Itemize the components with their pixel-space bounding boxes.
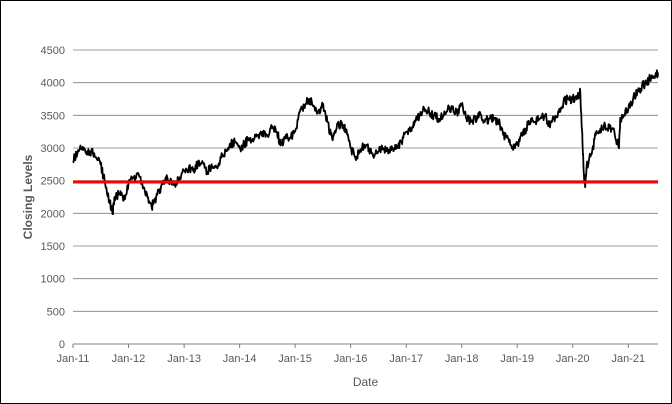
y-tick-label: 2500 [41, 176, 65, 188]
series-group [72, 69, 659, 215]
y-tick-label: 1000 [41, 274, 65, 286]
y-tick-label: 3000 [41, 143, 65, 155]
x-tick-label: Jan-16 [334, 353, 368, 365]
x-tick-label: Jan-12 [112, 353, 146, 365]
x-tick-label: Jan-17 [389, 353, 423, 365]
y-tick-label: 3500 [41, 110, 65, 122]
x-tick-label: Jan-13 [167, 353, 201, 365]
x-tick-label: Jan-19 [500, 353, 534, 365]
y-tick-label: 500 [47, 306, 65, 318]
x-tick-label: Jan-11 [57, 353, 90, 365]
x-tick-label: Jan-14 [223, 353, 257, 365]
x-tick-label: Jan-15 [278, 353, 312, 365]
y-tick-label: 4500 [41, 45, 65, 57]
y-tick-label: 1500 [41, 241, 65, 253]
y-axis-tick-labels: 0 500 1000 1500 2000 2500 3000 3500 4000 4500 [41, 45, 65, 351]
gridlines [72, 49, 658, 348]
y-tick-label: 2000 [41, 208, 65, 220]
y-axis-title: Closing Levels [21, 154, 35, 239]
x-axis-tick-labels: Jan-11 Jan-12 Jan-13 Jan-14 Jan-15 Jan-16 Jan-… [57, 353, 646, 365]
x-axis-title: Date [353, 375, 379, 389]
x-tick-label: Jan-18 [445, 353, 479, 365]
y-tick-label: 0 [59, 339, 65, 351]
closing-levels-series-line [72, 69, 659, 215]
y-tick-label: 4000 [41, 78, 65, 90]
x-tick-label: Jan-21 [612, 353, 646, 365]
x-tick-label: Jan-20 [556, 353, 590, 365]
